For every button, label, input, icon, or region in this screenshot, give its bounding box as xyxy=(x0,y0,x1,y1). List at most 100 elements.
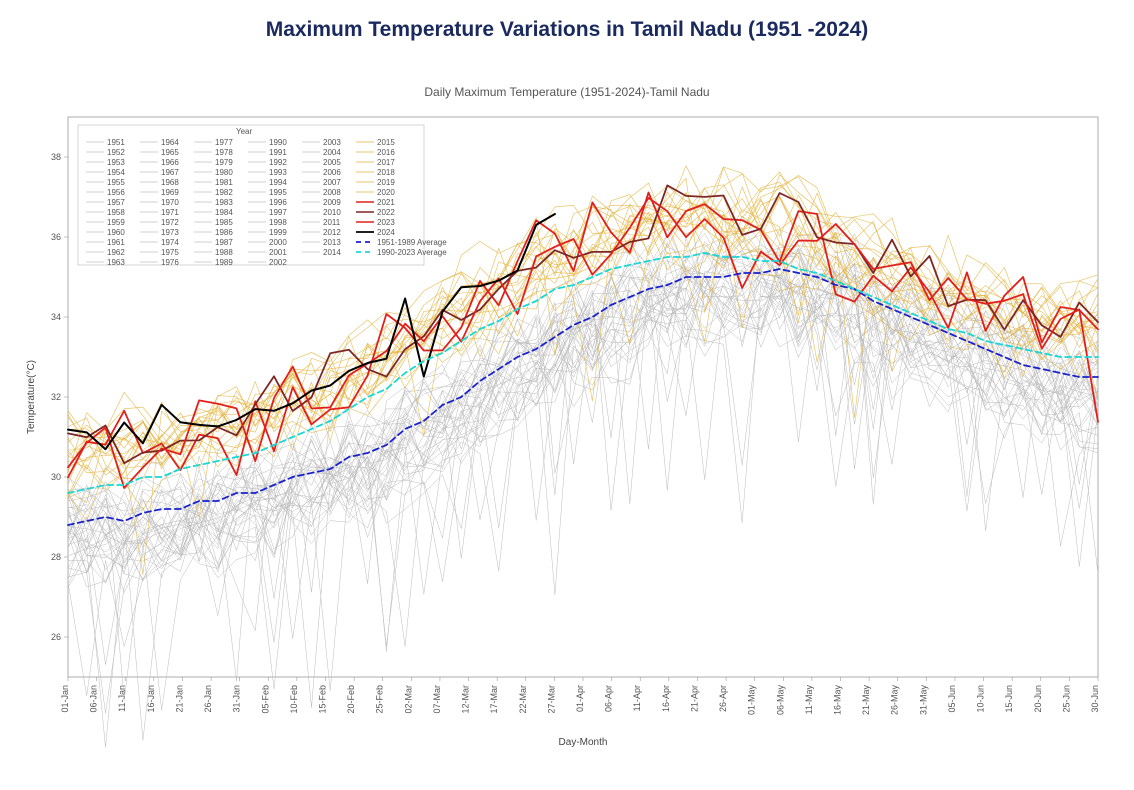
legend-label: 1993 xyxy=(269,168,287,177)
legend-label: 1970 xyxy=(161,198,179,207)
legend-label: 1990 xyxy=(269,138,287,147)
legend-label: 1967 xyxy=(161,168,179,177)
legend-label: 1995 xyxy=(269,188,287,197)
x-tick-label: 16-May xyxy=(833,685,843,716)
legend-label: 1965 xyxy=(161,148,179,157)
x-tick-label: 25-Feb xyxy=(375,685,385,714)
legend-label: 1955 xyxy=(107,178,125,187)
x-tick-label: 17-Mar xyxy=(489,685,499,714)
legend-label: 1981 xyxy=(215,178,233,187)
x-axis-label: Day-Month xyxy=(559,737,608,748)
x-tick-label: 10-Jun xyxy=(976,685,986,713)
legend-label: 1999 xyxy=(269,228,287,237)
x-tick-label: 26-May xyxy=(890,685,900,716)
legend-label: 1972 xyxy=(161,218,179,227)
legend-label: 2022 xyxy=(377,208,395,217)
legend-label: 2024 xyxy=(377,228,395,237)
legend-label: 1963 xyxy=(107,258,125,267)
y-tick-label: 36 xyxy=(51,232,61,242)
y-tick-label: 32 xyxy=(51,392,61,402)
legend-label: 1971 xyxy=(161,208,179,217)
legend-label: 1989 xyxy=(215,258,233,267)
legend-label: 1979 xyxy=(215,158,233,167)
y-tick-label: 28 xyxy=(51,552,61,562)
legend-label: 1990-2023 Average xyxy=(377,248,447,257)
legend-title: Year xyxy=(236,127,253,136)
legend-label: 1978 xyxy=(215,148,233,157)
legend-label: 2002 xyxy=(269,258,287,267)
legend-label: 1985 xyxy=(215,218,233,227)
temperature-line-chart: 26283032343638Temperature(°C)01-Jan06-Ja… xyxy=(20,103,1114,773)
legend-label: 2009 xyxy=(323,198,341,207)
x-tick-label: 30-Jun xyxy=(1090,685,1100,713)
legend-label: 2018 xyxy=(377,168,395,177)
chart-container: Daily Maximum Temperature (1951-2024)-Ta… xyxy=(20,85,1114,775)
x-tick-label: 16-Apr xyxy=(661,685,671,712)
legend-label: 1997 xyxy=(269,208,287,217)
x-tick-label: 26-Jan xyxy=(203,685,213,713)
legend-label: 2019 xyxy=(377,178,395,187)
x-tick-label: 07-Mar xyxy=(432,685,442,714)
legend-label: 1998 xyxy=(269,218,287,227)
x-tick-label: 27-Mar xyxy=(546,685,556,714)
legend-label: 1951-1989 Average xyxy=(377,238,447,247)
legend-label: 1960 xyxy=(107,228,125,237)
legend-label: 2016 xyxy=(377,148,395,157)
x-tick-label: 20-Feb xyxy=(346,685,356,714)
legend-label: 2012 xyxy=(323,228,341,237)
x-tick-label: 26-Apr xyxy=(718,685,728,712)
x-tick-label: 10-Feb xyxy=(289,685,299,714)
x-tick-label: 31-Jan xyxy=(232,685,242,713)
legend-label: 1986 xyxy=(215,228,233,237)
legend-label: 1992 xyxy=(269,158,287,167)
legend-label: 2020 xyxy=(377,188,395,197)
x-tick-label: 21-May xyxy=(861,685,871,716)
x-tick-label: 06-Apr xyxy=(604,685,614,712)
x-tick-label: 05-Feb xyxy=(260,685,270,714)
legend-label: 1977 xyxy=(215,138,233,147)
chart-title: Daily Maximum Temperature (1951-2024)-Ta… xyxy=(20,85,1114,99)
legend-label: 2014 xyxy=(323,248,341,257)
x-tick-label: 21-Jan xyxy=(174,685,184,713)
x-tick-label: 15-Jun xyxy=(1004,685,1014,713)
legend-label: 2000 xyxy=(269,238,287,247)
y-tick-label: 38 xyxy=(51,152,61,162)
x-tick-label: 06-May xyxy=(775,685,785,716)
x-tick-label: 12-Mar xyxy=(461,685,471,714)
x-tick-label: 31-May xyxy=(918,685,928,716)
legend-label: 1980 xyxy=(215,168,233,177)
legend-label: 1962 xyxy=(107,248,125,257)
x-tick-label: 02-Mar xyxy=(403,685,413,714)
legend-label: 1996 xyxy=(269,198,287,207)
x-tick-label: 15-Feb xyxy=(318,685,328,714)
legend-label: 1954 xyxy=(107,168,125,177)
y-tick-label: 30 xyxy=(51,472,61,482)
x-tick-label: 05-Jun xyxy=(947,685,957,713)
legend-label: 1975 xyxy=(161,248,179,257)
legend-label: 1953 xyxy=(107,158,125,167)
legend-label: 1957 xyxy=(107,198,125,207)
legend-label: 1968 xyxy=(161,178,179,187)
legend-label: 2006 xyxy=(323,168,341,177)
x-tick-label: 01-May xyxy=(747,685,757,716)
legend-label: 1959 xyxy=(107,218,125,227)
legend-label: 1994 xyxy=(269,178,287,187)
y-axis-label: Temperature(°C) xyxy=(26,360,37,434)
legend-label: 2013 xyxy=(323,238,341,247)
legend-label: 1958 xyxy=(107,208,125,217)
legend-label: 1969 xyxy=(161,188,179,197)
x-tick-label: 22-Mar xyxy=(518,685,528,714)
legend-label: 1964 xyxy=(161,138,179,147)
legend-label: 2021 xyxy=(377,198,395,207)
legend-label: 2008 xyxy=(323,188,341,197)
legend-label: 2001 xyxy=(269,248,287,257)
legend-label: 2007 xyxy=(323,178,341,187)
x-tick-label: 21-Apr xyxy=(689,685,699,712)
legend-label: 2010 xyxy=(323,208,341,217)
legend-label: 1951 xyxy=(107,138,125,147)
x-tick-label: 01-Apr xyxy=(575,685,585,712)
legend-label: 1952 xyxy=(107,148,125,157)
legend-label: 1966 xyxy=(161,158,179,167)
legend-label: 1961 xyxy=(107,238,125,247)
legend-label: 2005 xyxy=(323,158,341,167)
